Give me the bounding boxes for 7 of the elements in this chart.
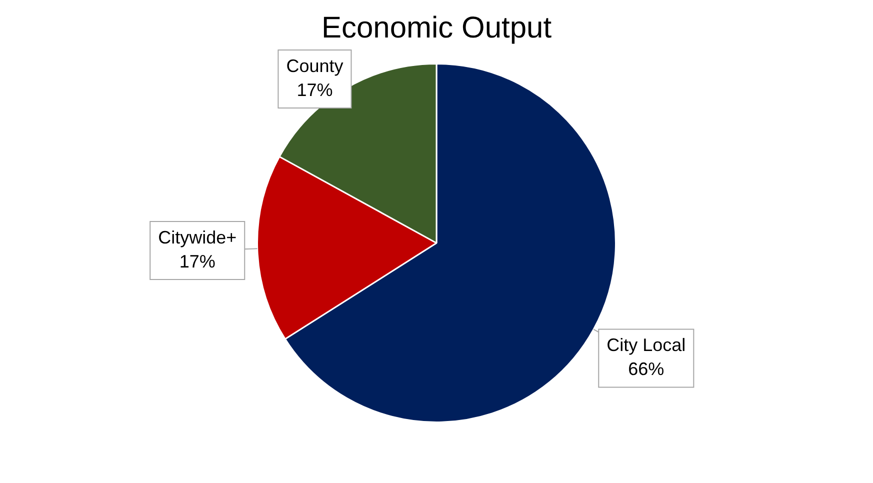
data-label: 66% bbox=[628, 359, 664, 380]
slice-label: County bbox=[286, 56, 344, 76]
data-label: 17% bbox=[179, 251, 216, 272]
chart-title: Economic Output bbox=[321, 11, 552, 44]
data-label: 17% bbox=[296, 80, 333, 100]
slice-label: Citywide+ bbox=[158, 227, 237, 248]
slice-label: City Local bbox=[606, 335, 686, 356]
